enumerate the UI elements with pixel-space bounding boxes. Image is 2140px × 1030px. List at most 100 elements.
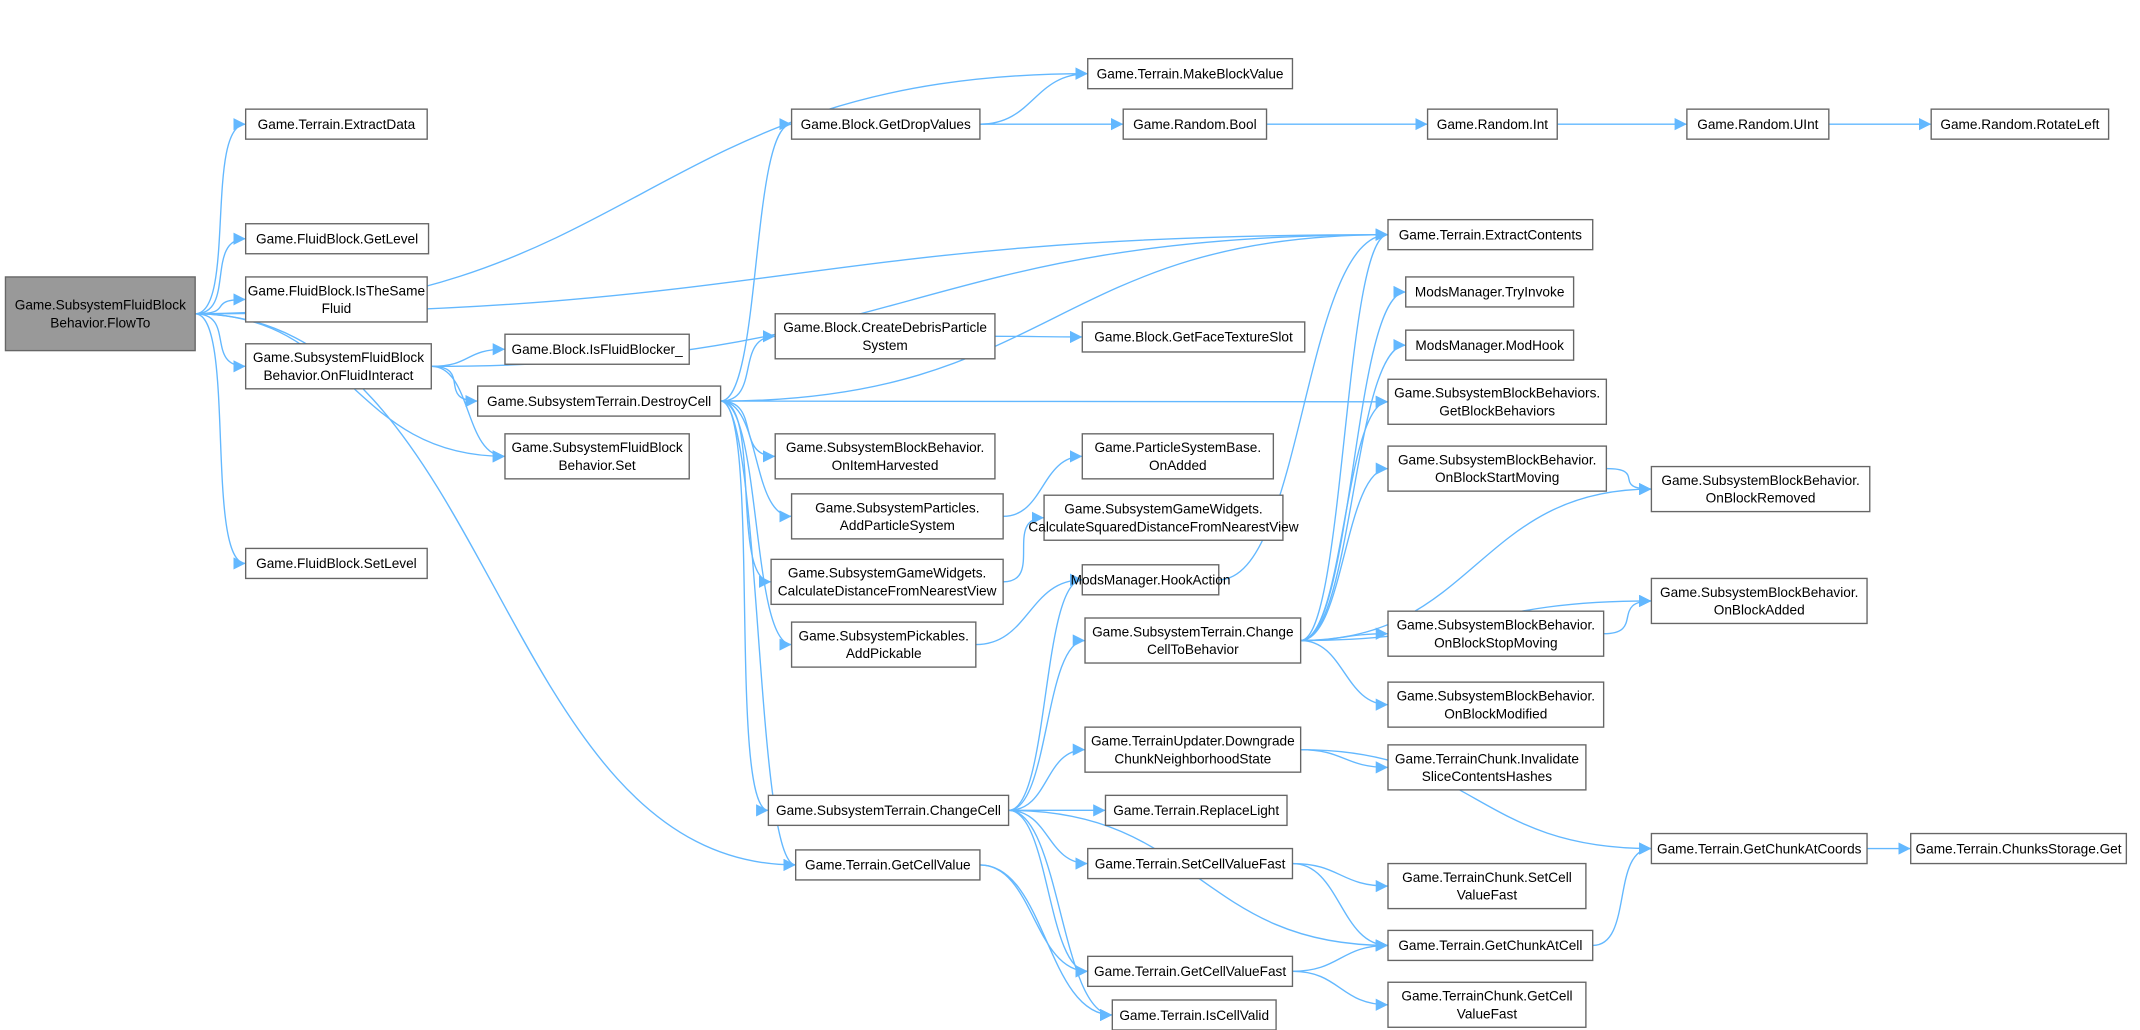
node-addpickable[interactable]: Game.SubsystemPickables. AddPickable xyxy=(790,621,977,668)
node-box xyxy=(770,558,1004,606)
node-downgrade[interactable]: Game.TerrainUpdater.Downgrade ChunkNeighb… xyxy=(1084,726,1302,773)
edge-getcellvalue-to-iscellvalid xyxy=(979,864,1113,1022)
node-getchunkatcoords[interactable]: Game.Terrain.GetChunkAtCoords xyxy=(1650,832,1868,865)
node-box xyxy=(1387,378,1608,425)
node-randombool[interactable]: Game.Random.Bool xyxy=(1122,108,1268,140)
node-onblockremoved[interactable]: Game.SubsystemBlockBehavior. OnBlockRemov… xyxy=(1650,465,1871,513)
node-label: OnBlockRemoved xyxy=(1706,491,1816,506)
node-flowto[interactable]: Game.SubsystemFluidBlock Behavior.FlowTo xyxy=(4,276,196,352)
node-chunksstorageget[interactable]: Game.Terrain.ChunksStorage.Get xyxy=(1910,832,2128,865)
node-destroycell[interactable]: Game.SubsystemTerrain.DestroyCell xyxy=(476,385,722,417)
node-label: Game.Terrain.MakeBlockValue xyxy=(1097,66,1284,81)
node-label: Game.TerrainChunk.Invalidate xyxy=(1395,751,1579,766)
node-box xyxy=(1650,832,1868,865)
node-label: Game.FluidBlock.GetLevel xyxy=(256,232,418,247)
node-getcellvaluefast[interactable]: Game.Terrain.GetCellValueFast xyxy=(1087,955,1294,988)
node-box xyxy=(1081,321,1306,353)
node-hookaction[interactable]: ModsManager.HookAction xyxy=(1071,564,1231,596)
nodes: Game.SubsystemFluidBlockBehavior.FlowToG… xyxy=(4,57,2128,1030)
node-setcellvaluefast[interactable]: Game.Terrain.SetCellValueFast xyxy=(1087,847,1294,880)
node-onblockadded[interactable]: Game.SubsystemBlockBehavior. OnBlockAdded xyxy=(1650,577,1868,625)
edge-destroycell-to-getdropvalues xyxy=(720,118,792,402)
node-replacelight[interactable]: Game.Terrain.ReplaceLight xyxy=(1104,794,1288,827)
node-label: Game.Terrain.SetCellValueFast xyxy=(1095,856,1286,871)
node-changecelltobehavior[interactable]: Game.SubsystemTerrain.Change CellToBehavi… xyxy=(1084,617,1302,664)
node-psbonadded[interactable]: Game.ParticleSystemBase. OnAdded xyxy=(1081,433,1275,480)
node-label: Game.SubsystemTerrain.Change xyxy=(1092,624,1293,639)
node-box xyxy=(774,313,996,360)
node-label: ChunkNeighborhoodState xyxy=(1114,751,1271,766)
node-calcsquared[interactable]: Game.SubsystemGameWidgets. CalculateSquar… xyxy=(1028,494,1299,541)
node-label: Game.Random.Int xyxy=(1437,117,1549,132)
node-randomuint[interactable]: Game.Random.UInt xyxy=(1686,108,1830,140)
node-label: ModsManager.ModHook xyxy=(1415,338,1564,353)
node-box xyxy=(1122,108,1268,140)
node-label: Game.Terrain.ReplaceLight xyxy=(1113,803,1279,818)
node-label: Game.SubsystemFluidBlock xyxy=(253,350,424,365)
node-box xyxy=(1104,794,1288,827)
node-setlevel[interactable]: Game.FluidBlock.SetLevel xyxy=(244,547,428,580)
node-box xyxy=(1650,577,1868,625)
node-getcellvalue[interactable]: Game.Terrain.GetCellValue xyxy=(794,849,981,881)
edge-changecell-to-downgrade xyxy=(1008,743,1086,812)
node-box xyxy=(790,493,1004,540)
node-box xyxy=(1387,981,1587,1028)
edge-destroycell-to-getblockbehaviors xyxy=(720,395,1388,408)
node-label: Game.Terrain.GetChunkAtCoords xyxy=(1657,841,1862,856)
node-box xyxy=(1930,108,2110,140)
node-onitemharvested[interactable]: Game.SubsystemBlockBehavior. OnItemHarves… xyxy=(774,433,996,480)
node-chunksetcellvaluefast[interactable]: Game.TerrainChunk.SetCell ValueFast xyxy=(1387,862,1587,910)
node-onfluidinteract[interactable]: Game.SubsystemFluidBlock Behavior.OnFluid… xyxy=(244,343,432,390)
node-chunkgetcellvaluefast[interactable]: Game.TerrainChunk.GetCell ValueFast xyxy=(1387,981,1587,1028)
node-calcdistance[interactable]: Game.SubsystemGameWidgets. CalculateDista… xyxy=(770,558,1004,606)
node-label: Game.SubsystemBlockBehavior. xyxy=(1397,689,1595,704)
edge-flowto-to-isthesame xyxy=(195,293,246,315)
node-makeblockvalue[interactable]: Game.Terrain.MakeBlockValue xyxy=(1087,57,1294,90)
node-label: OnAdded xyxy=(1149,458,1207,473)
node-onblockmodified[interactable]: Game.SubsystemBlockBehavior. OnBlockModif… xyxy=(1387,681,1605,728)
node-onblockstopmoving[interactable]: Game.SubsystemBlockBehavior. OnBlockStopM… xyxy=(1387,610,1605,657)
node-box xyxy=(790,108,981,140)
node-label: Game.SubsystemTerrain.ChangeCell xyxy=(776,803,1001,818)
edge-onfluidinteract-to-destroycell xyxy=(431,365,478,408)
node-box xyxy=(1084,726,1302,773)
node-box xyxy=(1650,465,1871,513)
node-label: System xyxy=(862,338,907,353)
node-label: Game.Terrain.GetCellValue xyxy=(805,858,971,873)
node-label: Game.SubsystemFluidBlock xyxy=(15,298,186,313)
node-box xyxy=(1405,329,1575,361)
node-getblockbehaviors[interactable]: Game.SubsystemBlockBehaviors. GetBlockBeh… xyxy=(1387,378,1608,425)
node-fluidset[interactable]: Game.SubsystemFluidBlock Behavior.Set xyxy=(504,433,690,480)
node-isthesame[interactable]: Game.FluidBlock.IsTheSame Fluid xyxy=(244,276,428,323)
edge-changecelltobehavior-to-onblockmodified xyxy=(1300,639,1388,711)
node-modhook[interactable]: ModsManager.ModHook xyxy=(1405,329,1575,361)
node-box xyxy=(244,276,428,323)
node-rotateleft[interactable]: Game.Random.RotateLeft xyxy=(1930,108,2110,140)
node-createdebris[interactable]: Game.Block.CreateDebrisParticle System xyxy=(774,313,996,360)
node-label: Game.SubsystemTerrain.DestroyCell xyxy=(487,394,711,409)
node-box xyxy=(1087,847,1294,880)
node-label: Game.TerrainChunk.GetCell xyxy=(1401,989,1572,1004)
node-tryinvoke[interactable]: ModsManager.TryInvoke xyxy=(1405,276,1575,308)
node-getchunkatcell[interactable]: Game.Terrain.GetChunkAtCell xyxy=(1387,929,1594,962)
node-changecell[interactable]: Game.SubsystemTerrain.ChangeCell xyxy=(767,794,1010,827)
node-label: Game.Terrain.ExtractContents xyxy=(1399,227,1582,242)
node-label: Game.Terrain.GetCellValueFast xyxy=(1094,964,1286,979)
node-onblockstartmoving[interactable]: Game.SubsystemBlockBehavior. OnBlockStart… xyxy=(1387,445,1608,492)
node-box xyxy=(1387,929,1594,962)
edge-changecell-to-iscellvalid xyxy=(1008,809,1113,1022)
node-label: Game.TerrainChunk.SetCell xyxy=(1402,870,1572,885)
node-label: AddParticleSystem xyxy=(840,518,955,533)
node-getlevel[interactable]: Game.FluidBlock.GetLevel xyxy=(244,223,430,255)
node-getdropvalues[interactable]: Game.Block.GetDropValues xyxy=(790,108,981,140)
node-randomint[interactable]: Game.Random.Int xyxy=(1426,108,1558,140)
node-extractcontents[interactable]: Game.Terrain.ExtractContents xyxy=(1387,218,1594,251)
node-invalidate[interactable]: Game.TerrainChunk.Invalidate SliceContent… xyxy=(1387,744,1587,791)
node-iscellvalid[interactable]: Game.Terrain.IsCellValid xyxy=(1111,999,1277,1030)
node-addparticlesystem[interactable]: Game.SubsystemParticles. AddParticleSyste… xyxy=(790,493,1004,540)
node-getfacetextureslot[interactable]: Game.Block.GetFaceTextureSlot xyxy=(1081,321,1306,353)
node-extractdata[interactable]: Game.Terrain.ExtractData xyxy=(244,108,428,140)
edge-changecelltobehavior-to-modhook xyxy=(1300,339,1406,642)
node-isfluidblocker[interactable]: Game.Block.IsFluidBlocker_ xyxy=(504,333,690,365)
